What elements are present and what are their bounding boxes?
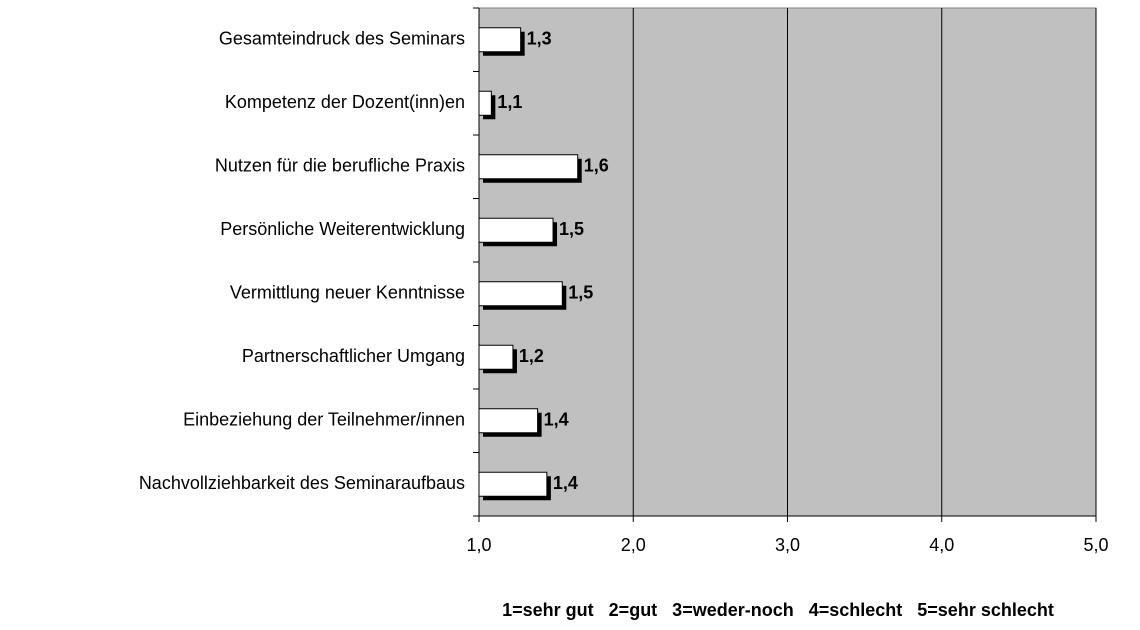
value-label: 1,2 xyxy=(519,346,544,366)
y-tick-label: Gesamteindruck des Seminars xyxy=(219,29,465,49)
value-label: 1,5 xyxy=(559,219,584,239)
bar xyxy=(478,154,579,180)
value-label: 1,3 xyxy=(527,29,552,49)
value-label: 1,6 xyxy=(584,156,609,176)
x-tick-label: 1,0 xyxy=(466,535,491,555)
y-tick-label: Partnerschaftlicher Umgang xyxy=(242,346,465,366)
y-tick-label: Vermittlung neuer Kenntnisse xyxy=(230,283,465,303)
y-tick-label: Nutzen für die berufliche Praxis xyxy=(215,156,465,176)
y-tick-label: Einbeziehung der Teilnehmer/innen xyxy=(183,410,465,430)
bar xyxy=(478,27,522,53)
bar xyxy=(478,344,514,370)
x-tick-label: 3,0 xyxy=(775,535,800,555)
value-label: 1,4 xyxy=(553,473,578,493)
scale-annotation: 1=sehr gut 2=gut 3=weder-noch 4=schlecht… xyxy=(502,600,1054,620)
x-tick-label: 2,0 xyxy=(621,535,646,555)
y-tick-label: Persönliche Weiterentwicklung xyxy=(220,219,465,239)
x-tick-label: 4,0 xyxy=(929,535,954,555)
value-label: 1,4 xyxy=(544,410,569,430)
value-label: 1,1 xyxy=(497,92,522,112)
bar xyxy=(478,471,548,497)
bar xyxy=(478,217,554,243)
x-tick-label: 5,0 xyxy=(1083,535,1108,555)
bar xyxy=(478,281,563,307)
y-tick-label: Nachvollziehbarkeit des Seminaraufbaus xyxy=(139,473,465,493)
y-tick-label: Kompetenz der Dozent(inn)en xyxy=(225,92,465,112)
bar xyxy=(478,408,539,434)
value-label: 1,5 xyxy=(568,283,593,303)
bar xyxy=(478,90,492,116)
